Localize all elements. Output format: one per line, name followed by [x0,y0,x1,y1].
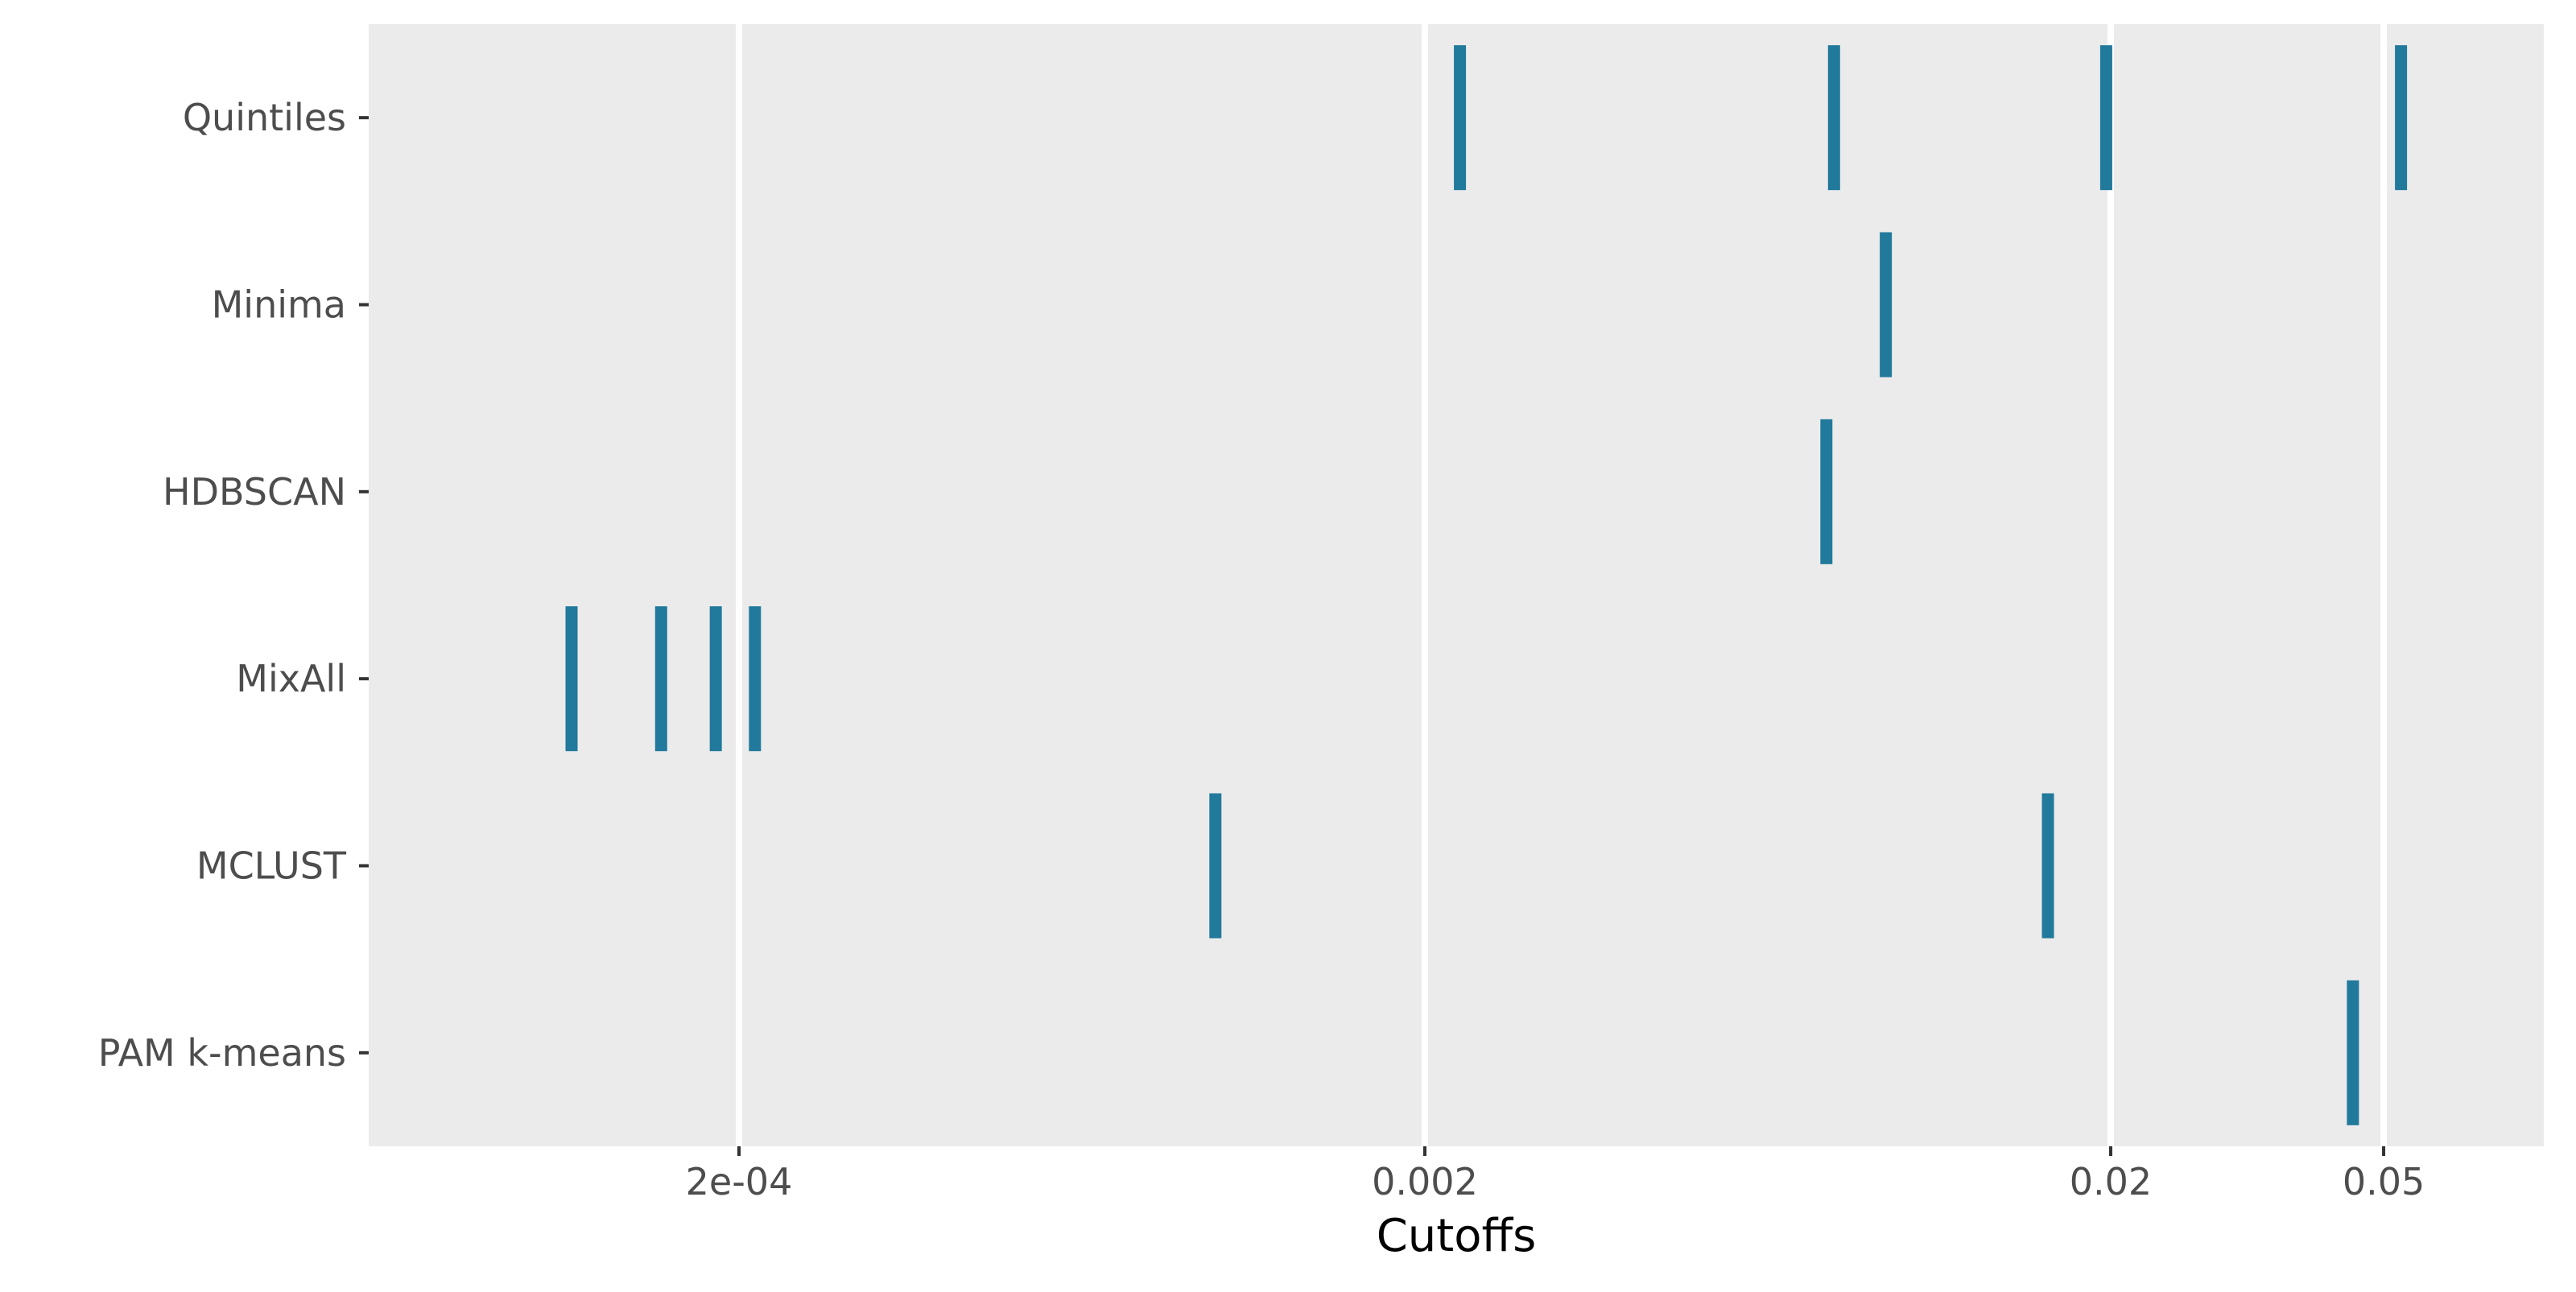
cutoff-mark [2395,45,2408,191]
y-tick-label: MCLUST [196,844,347,888]
cutoff-mark [1209,793,1222,939]
x-tick-label: 0.002 [1372,1160,1478,1203]
y-tick-label: PAM k-means [98,1031,346,1075]
plot-panel [369,24,2544,1146]
cutoff-mark [1820,419,1833,564]
cutoff-mark [565,606,578,752]
cutoff-mark [2347,980,2359,1125]
x-tick-label: 2e-04 [686,1160,793,1203]
cutoff-mark [1827,45,1840,191]
y-tick-label: Quintiles [183,96,346,139]
cutoff-mark [1880,232,1893,378]
cutoff-mark [1454,45,1467,191]
x-tick-label: 0.02 [2070,1160,2152,1203]
y-tick-label: MixAll [236,657,346,700]
cutoff-mark [709,606,722,752]
cutoff-mark [2099,45,2112,191]
cutoff-mark [749,606,762,752]
grid-lines [736,24,2388,1156]
data-marks [565,45,2408,1125]
x-axis-title: Cutoffs [1377,1210,1537,1262]
x-axis-labels: 2e-04 0.002 0.02 0.05 [686,1160,2425,1203]
x-tick-label: 0.05 [2343,1160,2425,1203]
y-tick-label: HDBSCAN [163,470,346,514]
cutoff-mark [654,606,667,752]
cutoff-mark [2041,793,2054,939]
y-axis-labels: Quintiles Minima HDBSCAN MixAll MCLUST PAM k-… [98,96,369,1075]
y-tick-label: Minima [212,283,346,327]
